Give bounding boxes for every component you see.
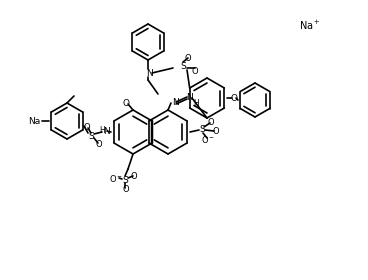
- Text: N: N: [185, 92, 192, 102]
- Text: O: O: [123, 185, 129, 193]
- Text: O$^-$: O$^-$: [109, 172, 123, 183]
- Text: O: O: [230, 94, 237, 102]
- Text: O: O: [208, 118, 214, 127]
- Text: N: N: [103, 127, 109, 136]
- Text: N: N: [146, 69, 152, 78]
- Text: O$^-$: O$^-$: [201, 134, 215, 144]
- Text: O: O: [213, 127, 219, 136]
- Text: H: H: [193, 99, 199, 108]
- Text: S: S: [180, 62, 186, 71]
- Text: O: O: [185, 53, 191, 62]
- Text: S: S: [122, 176, 128, 185]
- Text: O: O: [123, 99, 130, 108]
- Text: O: O: [84, 123, 90, 132]
- Text: S: S: [88, 132, 94, 141]
- Text: Na: Na: [28, 116, 40, 125]
- Text: Na$^+$: Na$^+$: [299, 18, 321, 32]
- Text: H: H: [99, 125, 105, 134]
- Text: S: S: [199, 125, 205, 134]
- Text: N: N: [171, 97, 178, 106]
- Text: O: O: [96, 139, 102, 148]
- Text: O: O: [192, 67, 198, 76]
- Text: O: O: [131, 171, 137, 181]
